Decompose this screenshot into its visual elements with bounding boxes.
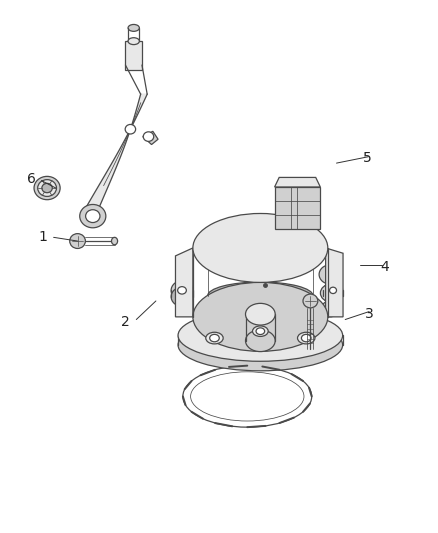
Ellipse shape bbox=[128, 25, 139, 31]
Ellipse shape bbox=[112, 237, 117, 245]
Ellipse shape bbox=[38, 180, 57, 197]
Ellipse shape bbox=[143, 132, 154, 141]
Polygon shape bbox=[275, 177, 320, 187]
Ellipse shape bbox=[178, 310, 343, 361]
Ellipse shape bbox=[34, 176, 60, 200]
Ellipse shape bbox=[323, 282, 343, 299]
Text: 6: 6 bbox=[28, 172, 36, 186]
Polygon shape bbox=[325, 248, 343, 317]
Ellipse shape bbox=[323, 287, 343, 304]
Ellipse shape bbox=[253, 326, 268, 336]
Ellipse shape bbox=[321, 285, 339, 302]
Ellipse shape bbox=[178, 319, 343, 371]
Ellipse shape bbox=[303, 294, 318, 308]
Ellipse shape bbox=[256, 328, 265, 335]
Ellipse shape bbox=[193, 282, 328, 351]
Ellipse shape bbox=[329, 287, 336, 294]
Ellipse shape bbox=[80, 205, 106, 228]
Ellipse shape bbox=[297, 332, 315, 344]
Ellipse shape bbox=[42, 183, 52, 193]
Text: 4: 4 bbox=[380, 260, 389, 273]
Ellipse shape bbox=[208, 282, 313, 309]
Text: 1: 1 bbox=[38, 230, 47, 244]
Text: 5: 5 bbox=[363, 151, 371, 165]
Ellipse shape bbox=[85, 209, 100, 223]
Ellipse shape bbox=[70, 233, 85, 248]
Polygon shape bbox=[125, 41, 142, 70]
Polygon shape bbox=[143, 131, 158, 144]
Ellipse shape bbox=[246, 303, 275, 325]
Ellipse shape bbox=[178, 287, 186, 294]
Ellipse shape bbox=[301, 334, 311, 342]
Ellipse shape bbox=[319, 265, 341, 284]
Text: 2: 2 bbox=[121, 315, 130, 329]
Ellipse shape bbox=[206, 332, 223, 344]
Ellipse shape bbox=[128, 38, 139, 45]
Polygon shape bbox=[86, 94, 147, 207]
Ellipse shape bbox=[208, 235, 313, 262]
Ellipse shape bbox=[246, 330, 275, 352]
Ellipse shape bbox=[171, 281, 193, 300]
Polygon shape bbox=[176, 248, 193, 317]
Ellipse shape bbox=[321, 301, 339, 317]
Text: 3: 3 bbox=[365, 307, 374, 321]
Polygon shape bbox=[275, 187, 320, 229]
Ellipse shape bbox=[125, 124, 136, 134]
Ellipse shape bbox=[210, 334, 219, 342]
Ellipse shape bbox=[193, 214, 328, 282]
Ellipse shape bbox=[171, 287, 193, 306]
